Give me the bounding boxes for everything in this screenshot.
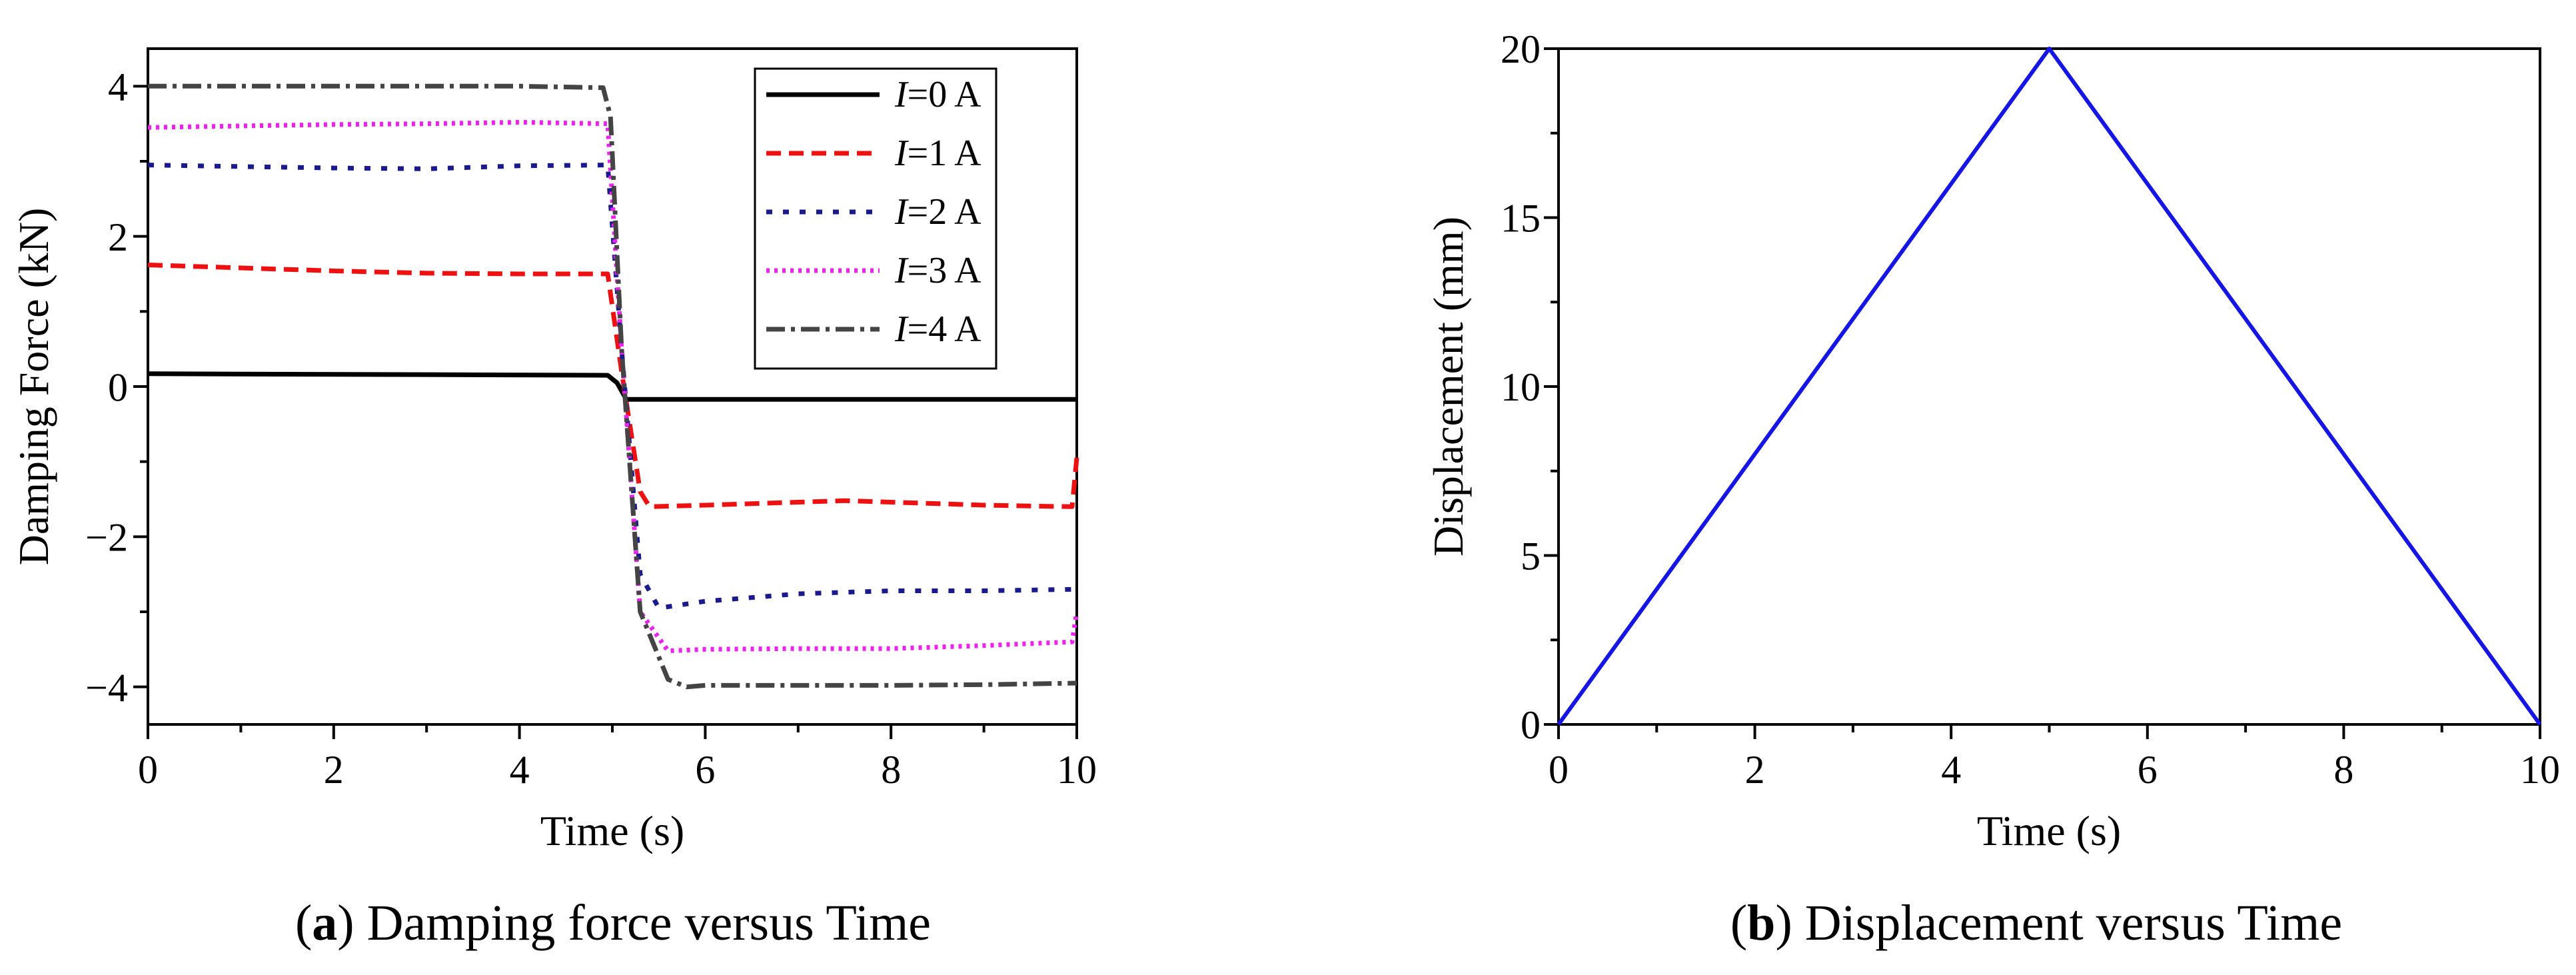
caption-a: (a) Damping force versus Time (295, 895, 931, 951)
legend-label: I=4 A (894, 309, 981, 350)
x-tick-label: 10 (1057, 748, 1097, 792)
legend-label: I=3 A (894, 250, 981, 291)
x-axis-label-a: Time (s) (540, 807, 684, 854)
y-tick-label: 10 (1501, 365, 1541, 409)
series-line-i-2-a (147, 163, 1077, 610)
series-line-i-3-a (147, 119, 1079, 654)
series-group-a (147, 83, 1079, 690)
legend-a: I=0 A I=1 A I=2 A I=3 A I=4 A (754, 67, 997, 370)
x-tick-labels-a: 0 2 4 6 8 10 (138, 748, 1097, 792)
x-tick-label: 6 (2138, 748, 2158, 792)
x-axis-label-b: Time (s) (1977, 807, 2121, 854)
plot-frame-b (1557, 47, 2541, 726)
x-tick-label: 6 (695, 748, 715, 792)
x-tick-label: 0 (138, 748, 158, 792)
y-tick-labels-b: 0 5 10 15 20 (1501, 27, 1541, 747)
y-tick-label: 4 (108, 65, 128, 109)
y-tick-labels-a: −4 −2 0 2 4 (85, 65, 128, 710)
y-tick-label: 20 (1501, 27, 1541, 71)
x-tick-label: 2 (324, 748, 344, 792)
x-tick-labels-b: 0 2 4 6 8 10 (1549, 748, 2560, 792)
legend-box-a (754, 67, 997, 370)
x-tick-label: 8 (881, 748, 901, 792)
legend-label: I=1 A (894, 133, 981, 174)
x-tick-label: 4 (1941, 748, 1961, 792)
caption-b: (b) Displacement versus Time (1730, 895, 2342, 951)
ticks-a (133, 85, 1078, 739)
series-group-b (1557, 47, 2542, 726)
ticks-b (1544, 47, 2541, 739)
series-line-i-4-a (148, 83, 1077, 690)
panel-a: 0 2 4 6 8 10 −4 −2 0 2 4 Time (s) Dampin… (10, 47, 1097, 951)
y-axis-label-a: Damping Force (kN) (10, 208, 57, 566)
series-line-i-1-a (147, 263, 1079, 509)
legend-label: I=2 A (894, 191, 981, 233)
y-tick-label: 15 (1501, 197, 1541, 241)
y-tick-label: 0 (108, 365, 128, 409)
series-line-displacement (1557, 47, 2542, 726)
series-line-i-0-a (147, 371, 1077, 402)
legend-samples (766, 92, 880, 332)
x-tick-label: 2 (1745, 748, 1765, 792)
x-tick-label: 4 (510, 748, 530, 792)
y-axis-label-b: Displacement (mm) (1425, 217, 1472, 556)
x-tick-label: 0 (1549, 748, 1569, 792)
y-tick-label: 5 (1521, 534, 1541, 578)
y-tick-label: −4 (85, 666, 128, 710)
y-tick-label: 2 (108, 215, 128, 259)
panel-b: 0 2 4 6 8 10 0 5 10 15 20 Time (s) Displ… (1425, 27, 2560, 951)
legend-label: I=0 A (894, 74, 981, 115)
y-tick-label: −2 (85, 516, 128, 560)
x-tick-label: 8 (2333, 748, 2353, 792)
x-tick-label: 10 (2520, 748, 2560, 792)
y-tick-label: 0 (1521, 703, 1541, 747)
